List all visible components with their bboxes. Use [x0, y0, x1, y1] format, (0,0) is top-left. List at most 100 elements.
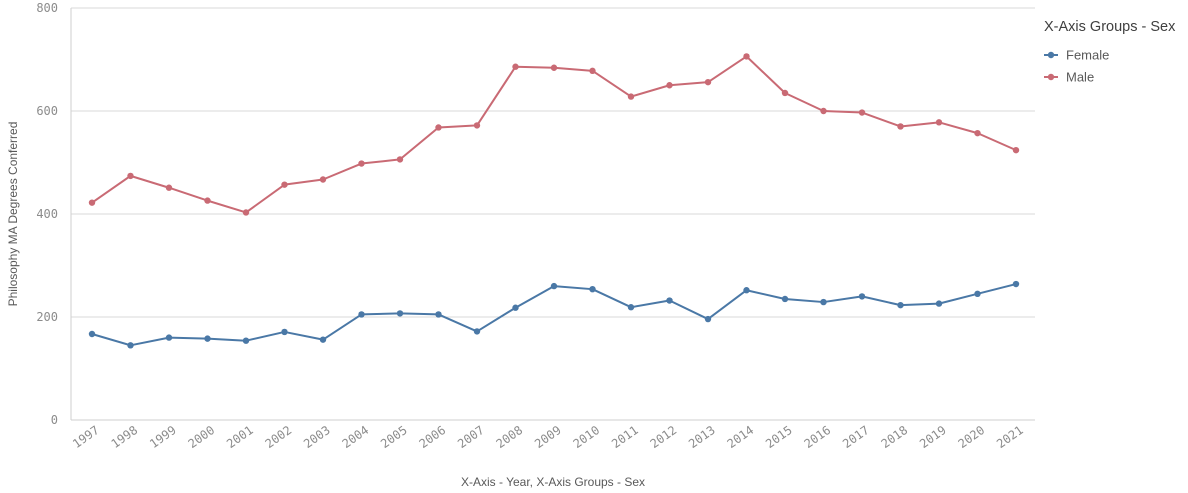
data-point[interactable]	[704, 315, 712, 323]
x-tick-label: 1998	[109, 423, 141, 451]
data-point[interactable]	[435, 124, 442, 131]
x-tick-label: 1999	[147, 423, 179, 451]
data-point[interactable]	[666, 82, 673, 89]
data-point[interactable]	[127, 342, 134, 349]
y-tick-label: 600	[36, 104, 58, 118]
data-point[interactable]	[435, 311, 442, 318]
series-female	[88, 280, 1020, 349]
data-point[interactable]	[589, 285, 596, 293]
data-point[interactable]	[897, 301, 904, 309]
data-point[interactable]	[319, 336, 327, 343]
x-tick-label: 2004	[340, 423, 372, 451]
data-point[interactable]	[358, 160, 365, 167]
data-point[interactable]	[1012, 146, 1020, 154]
x-tick-label: 2018	[879, 423, 911, 451]
data-point[interactable]	[627, 304, 635, 311]
x-tick-label: 2006	[417, 423, 449, 451]
data-point[interactable]	[820, 298, 827, 306]
data-point[interactable]	[242, 209, 250, 216]
series-lines	[88, 53, 1020, 349]
data-point[interactable]	[781, 295, 789, 303]
data-point[interactable]	[88, 199, 96, 206]
data-point[interactable]	[1012, 280, 1020, 288]
x-tick-label: 2014	[725, 423, 757, 451]
data-point[interactable]	[743, 53, 750, 60]
legend-label: Male	[1066, 70, 1094, 85]
x-tick-label: 2010	[571, 423, 603, 451]
x-tick-label: 2008	[494, 423, 526, 451]
legend-label: Female	[1066, 48, 1109, 63]
x-tick-label: 2005	[378, 423, 410, 451]
x-axis-title: X-Axis - Year, X-Axis Groups - Sex	[461, 475, 645, 489]
y-tick-label: 200	[36, 310, 58, 324]
y-axis-title: Philosophy MA Degrees Conferred	[6, 122, 20, 307]
x-tick-label: 2000	[186, 423, 218, 451]
data-point[interactable]	[204, 197, 211, 204]
legend-swatch-dot	[1047, 73, 1055, 81]
data-point[interactable]	[820, 107, 827, 115]
legend: X-Axis Groups - Sex Female Male	[1044, 19, 1176, 85]
data-point[interactable]	[242, 337, 250, 344]
data-point[interactable]	[935, 300, 943, 307]
legend-items: Female Male	[1044, 48, 1109, 85]
y-tick-label: 0	[51, 413, 58, 427]
data-point[interactable]	[743, 287, 750, 294]
data-point[interactable]	[781, 89, 789, 97]
x-tick-label: 2002	[263, 423, 295, 451]
x-tick-label: 2015	[763, 423, 795, 451]
x-tick-label: 2013	[686, 423, 718, 451]
data-point[interactable]	[473, 122, 481, 129]
data-point[interactable]	[396, 156, 404, 163]
data-point[interactable]	[204, 335, 211, 342]
series-line	[91, 283, 1017, 347]
data-point[interactable]	[473, 328, 481, 335]
data-point[interactable]	[88, 330, 96, 338]
x-tick-label: 2017	[840, 423, 872, 451]
data-point[interactable]	[897, 123, 904, 130]
data-point[interactable]	[127, 172, 134, 180]
data-point[interactable]	[358, 311, 365, 318]
x-tick-label: 2012	[648, 423, 680, 451]
x-tick-label: 2003	[301, 423, 333, 451]
data-point[interactable]	[550, 282, 558, 290]
data-point[interactable]	[589, 67, 596, 75]
data-point[interactable]	[281, 181, 288, 188]
legend-item-female[interactable]: Female	[1044, 48, 1109, 63]
series-male	[88, 53, 1020, 216]
data-point[interactable]	[319, 176, 327, 183]
y-tick-label: 400	[36, 207, 58, 221]
data-point[interactable]	[858, 293, 866, 300]
x-tick-label: 2020	[956, 423, 988, 451]
x-tick-label: 1997	[70, 423, 102, 451]
x-tick-label: 2001	[224, 423, 256, 451]
x-tick-label: 2011	[609, 423, 641, 451]
series-line	[91, 55, 1017, 214]
x-tick-label: 2016	[802, 423, 834, 451]
legend-swatch-dot	[1047, 51, 1055, 59]
x-tick-labels: 1997 1998 1999 2000 2001 2002 2003 2004 2005 2006…	[70, 423, 1026, 451]
data-point[interactable]	[627, 93, 635, 100]
data-point[interactable]	[704, 78, 712, 86]
data-point[interactable]	[396, 310, 404, 317]
x-tick-label: 2019	[917, 423, 949, 451]
data-point[interactable]	[974, 129, 981, 137]
data-point[interactable]	[666, 297, 673, 304]
legend-item-male[interactable]: Male	[1044, 70, 1094, 85]
x-tick-label: 2009	[532, 423, 564, 451]
x-tick-label: 2021	[994, 423, 1026, 451]
data-point[interactable]	[974, 290, 981, 298]
x-tick-label: 2007	[455, 423, 487, 451]
data-point[interactable]	[935, 119, 943, 126]
data-point[interactable]	[512, 63, 519, 70]
legend-title: X-Axis Groups - Sex	[1044, 19, 1176, 35]
data-point[interactable]	[512, 304, 519, 311]
data-point[interactable]	[281, 328, 288, 336]
y-tick-labels: 0 200 400 600 800	[36, 1, 58, 427]
data-point[interactable]	[165, 184, 173, 191]
data-point[interactable]	[165, 334, 173, 341]
data-point[interactable]	[550, 64, 558, 71]
data-point[interactable]	[858, 109, 866, 116]
gridlines	[71, 7, 1035, 318]
y-tick-label: 800	[36, 1, 58, 15]
